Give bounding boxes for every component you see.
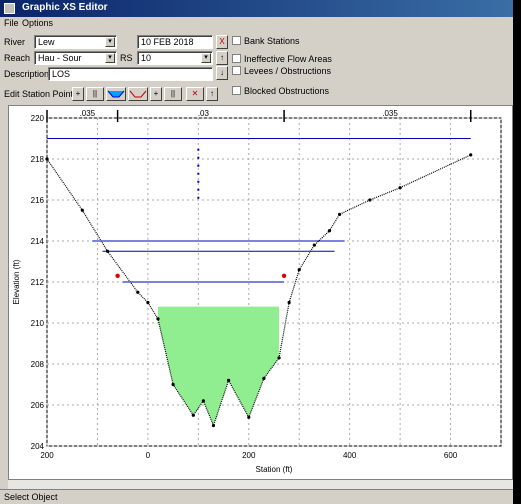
toolbar-delete-icon[interactable]: ✕ [186, 87, 204, 101]
ground-point [45, 157, 49, 161]
date-value: 10 FEB 2018 [141, 37, 194, 47]
window-title: Graphic XS Editor [22, 2, 108, 13]
ground-point [171, 382, 175, 387]
river-label: River [4, 37, 26, 47]
menu-file[interactable]: File [4, 18, 19, 28]
ground-line [46, 154, 471, 428]
toolbar-up-button[interactable]: ↑ [206, 87, 218, 101]
checkbox-levees[interactable] [232, 66, 241, 75]
menu-options[interactable]: Options [22, 18, 54, 28]
edit-toolbar-label: Edit Station Points: [4, 89, 81, 99]
x-tick-label: 400 [343, 451, 357, 460]
chart-svg: .035 .03 .035 200 0 200 400 600 220 218 216 214 212 2… [12, 109, 502, 474]
checkbox-bank-stations[interactable] [232, 36, 241, 45]
flow-area-fill [157, 306, 280, 426]
y-tick-label: 212 [31, 278, 45, 287]
title-bar[interactable]: Graphic XS Editor [0, 0, 513, 17]
left-bank-point [115, 273, 120, 279]
toolbar-button-6[interactable]: || [164, 87, 182, 101]
checkbox-ineffective-flow[interactable] [232, 54, 241, 63]
menu-bar: File Options [0, 17, 513, 31]
ground-point [80, 208, 84, 212]
checkbox-levees-label: Levees / Obstructions [244, 66, 332, 76]
ground-point [277, 356, 281, 360]
rs-label: RS [120, 53, 133, 63]
ground-point [105, 249, 110, 253]
y-tick-label: 204 [31, 442, 45, 451]
description-input[interactable]: LOS [48, 67, 213, 81]
rs-select[interactable]: 10 ▾ [137, 51, 213, 65]
mannings-n-label: .035 [382, 109, 398, 118]
ground-point [327, 229, 332, 233]
ground-point [136, 290, 140, 294]
x-tick-label: 600 [444, 451, 458, 460]
date-field[interactable]: 10 FEB 2018 [137, 35, 213, 49]
y-tick-label: 216 [31, 196, 45, 205]
y-tick-label: 206 [31, 401, 45, 410]
chevron-down-icon[interactable]: ▾ [105, 37, 115, 47]
description-label: Description [4, 69, 50, 79]
horizontal-scrollbar[interactable] [8, 480, 513, 489]
ground-point [227, 378, 231, 382]
status-bar: Select Object [0, 489, 513, 504]
ground-point [146, 300, 150, 305]
rs-up-button[interactable]: ↑ [216, 51, 228, 65]
ground-point [262, 376, 266, 380]
chevron-down-icon[interactable]: ▾ [105, 53, 115, 63]
toolbar-button-1[interactable]: + [72, 87, 84, 101]
right-bank-point [281, 273, 287, 279]
ground-point [337, 212, 342, 216]
ground-point [287, 300, 291, 305]
checkbox-bank-stations-label: Bank Stations [244, 36, 300, 46]
y-tick-label: 218 [31, 155, 45, 164]
rs-value: 10 [141, 53, 152, 63]
y-axis-label: Elevation (ft) [12, 259, 21, 304]
river-select[interactable]: Lew ▾ [34, 35, 117, 49]
ground-point [398, 186, 402, 190]
toolbar-button-2[interactable]: || [86, 87, 104, 101]
delete-button[interactable]: X [216, 35, 228, 49]
channel-icon[interactable] [106, 87, 126, 101]
checkbox-blocked-obstructions-label: Blocked Obstructions [244, 86, 330, 96]
ground-point [297, 268, 301, 272]
reach-select[interactable]: Hau - Sour ▾ [34, 51, 117, 65]
reach-label: Reach [4, 53, 31, 63]
checkbox-ineffective-flow-label: Ineffective Flow Areas [244, 54, 332, 64]
cross-section-plot[interactable]: .035 .03 .035 200 0 200 400 600 220 218 216 214 212 2… [8, 105, 513, 480]
ground-point [156, 317, 160, 321]
chevron-down-icon[interactable]: ▾ [201, 53, 211, 63]
ground-point [191, 413, 195, 417]
ground-point [211, 423, 216, 428]
checkbox-blocked-obstructions[interactable] [232, 86, 241, 95]
toolbar-button-5[interactable]: + [150, 87, 162, 101]
description-value: LOS [52, 69, 71, 79]
ground-point [469, 153, 473, 157]
reach-value: Hau - Sour [38, 53, 82, 63]
x-tick-label: 0 [146, 451, 151, 460]
ground-point [312, 243, 316, 247]
x-axis-label: Station (ft) [256, 465, 293, 474]
rs-down-button[interactable]: ↓ [216, 66, 228, 80]
x-tick-label: 200 [242, 451, 256, 460]
bank-icon[interactable] [128, 87, 148, 101]
app-icon [4, 3, 15, 14]
ground-point [201, 399, 205, 403]
y-tick-label: 220 [31, 114, 45, 123]
ground-point [368, 198, 372, 202]
y-tick-label: 208 [31, 360, 45, 369]
y-tick-label: 210 [31, 319, 45, 328]
status-text: Select Object [4, 492, 58, 502]
river-value: Lew [38, 37, 55, 47]
mannings-n-label: .035 [80, 109, 96, 118]
y-tick-label: 214 [31, 237, 45, 246]
mannings-n-label: .03 [198, 109, 210, 118]
ground-point [247, 415, 251, 419]
x-tick-label: 200 [40, 451, 54, 460]
